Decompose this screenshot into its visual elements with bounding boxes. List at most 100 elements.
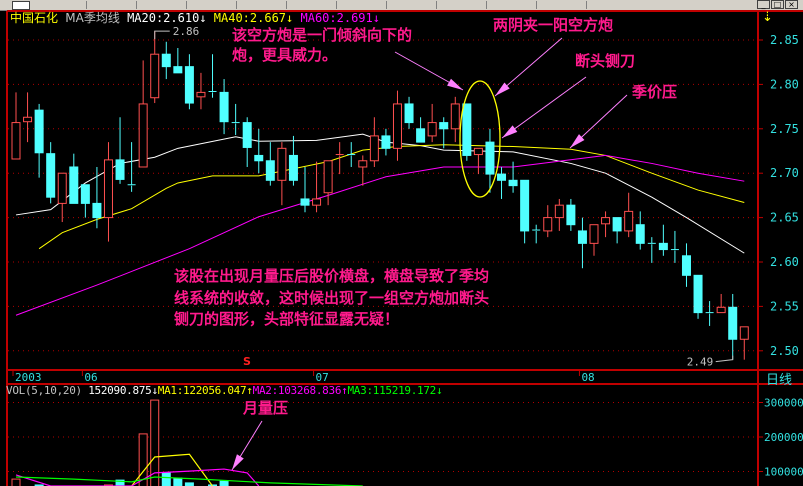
menu-item[interactable]: [160, 1, 187, 9]
volume-tick-label: 200000: [764, 431, 803, 444]
price-tick-label: 2.75: [770, 122, 799, 136]
arrow-guillotine: [501, 76, 587, 139]
candle-down: [520, 179, 530, 232]
annotation-cannon-line1: 该空方炮是一门倾斜向下的: [232, 26, 413, 44]
candle-down: [69, 166, 79, 204]
price-tick-label: 2.65: [770, 211, 799, 225]
price-tick-label: 2.60: [770, 255, 799, 269]
candle-down: [300, 198, 310, 206]
candle-up: [716, 306, 726, 314]
candle-down: [219, 91, 229, 123]
candle-up: [277, 147, 287, 181]
volume-bar: [11, 478, 21, 486]
menu-item[interactable]: [110, 1, 137, 9]
restore-button[interactable]: □: [771, 0, 784, 9]
candle-up: [739, 326, 749, 340]
candle-up: [312, 198, 322, 206]
menu-item[interactable]: [60, 1, 87, 9]
ma-line-ma40: [38, 144, 745, 250]
menu-item[interactable]: [510, 1, 537, 9]
menu-item[interactable]: [560, 1, 587, 9]
candle-down: [46, 153, 56, 198]
candle-up: [624, 210, 634, 232]
pin-icon[interactable]: ⇣: [762, 10, 773, 25]
price-tick-label: 2.70: [770, 166, 799, 180]
candle-down: [115, 159, 125, 180]
candle-down: [462, 103, 472, 156]
candle-up: [601, 217, 611, 225]
volume-tick-label: 300000: [764, 397, 803, 410]
candle-down: [612, 217, 622, 232]
minimize-button[interactable]: _: [757, 0, 770, 9]
close-button[interactable]: ×: [785, 0, 798, 9]
arrow-down-icon: ↓: [436, 384, 443, 397]
arrow-monthly-volume-head: [232, 454, 244, 470]
volume-header: VOL(5,10,20) 152090.875↓MA1:122056.047↑M…: [6, 384, 443, 398]
candle-down: [288, 154, 298, 181]
low-price-label: 2.49: [687, 356, 714, 369]
menu-item[interactable]: [310, 1, 337, 9]
candle-down: [681, 255, 691, 276]
candle-down: [439, 122, 449, 130]
volume-bar: [219, 480, 229, 486]
volume-value: 152090.875: [88, 384, 152, 397]
ma20-value: MA20:2.610: [127, 11, 200, 25]
candle-down: [254, 154, 264, 162]
volume-bar: [184, 482, 194, 486]
candle-up: [150, 53, 160, 99]
price-tick-label: 2.50: [770, 344, 799, 358]
candle-down: [92, 202, 102, 219]
vol-ma1-value: MA1:122056.047: [157, 384, 247, 397]
candle-down: [497, 173, 507, 181]
candle-down: [34, 109, 44, 154]
candle-up: [369, 135, 379, 162]
ma-line-ma60: [15, 154, 745, 316]
high-price-label: 2.86: [173, 25, 200, 38]
menu-item[interactable]: [210, 1, 237, 9]
annotation-guillotine: 断头铡刀: [575, 52, 636, 70]
candle-up: [392, 103, 402, 149]
candle-down: [80, 184, 90, 204]
candle-down: [566, 204, 576, 226]
candle-up: [11, 122, 21, 160]
menu-item[interactable]: [360, 1, 387, 9]
volume-bar: [173, 477, 183, 486]
candle-up: [358, 160, 368, 168]
date-tick-label: 2003: [15, 371, 42, 384]
candle-up: [589, 224, 599, 244]
ma40-value: MA40:2.667: [213, 11, 287, 25]
candle-up: [103, 159, 113, 219]
app-icon: [12, 1, 30, 10]
arrow-quarter-price-head: [570, 134, 585, 148]
menu-item[interactable]: [260, 1, 287, 9]
annotation-summary-line3: 铡刀的图形，头部特征显露无疑！: [174, 310, 400, 328]
arrow-down-icon: ↓: [151, 384, 158, 397]
candle-down: [658, 242, 668, 251]
candle-down: [635, 224, 645, 244]
price-tick-label: 2.85: [770, 33, 799, 47]
arrow-down-icon: ↓: [372, 11, 380, 25]
volume-ma-line-ma3: [15, 476, 363, 486]
arrow-two-yin-head: [495, 82, 510, 96]
price-header: 中国石化 MA季均线 MA20:2.610↓ MA40:2.667↓ MA60:…: [10, 11, 380, 25]
arrow-down-icon: ↓: [199, 11, 207, 25]
volume-tick-label: 100000: [764, 466, 803, 479]
candle-up: [554, 204, 564, 219]
volume-title: VOL(5,10,20): [6, 384, 82, 397]
annotation-quarter-price-pressure: 季价压: [632, 83, 678, 101]
candle-up: [450, 103, 460, 130]
candle-down: [265, 160, 275, 181]
period-label[interactable]: 日线: [766, 373, 793, 388]
menu-item[interactable]: [460, 1, 487, 9]
candle-up: [57, 172, 67, 204]
menu-item[interactable]: [410, 1, 437, 9]
candle-up: [543, 217, 553, 232]
candle-down: [161, 53, 171, 68]
volume-bar: [34, 484, 44, 486]
candle-up: [473, 147, 483, 156]
date-tick-label: 07: [316, 371, 329, 384]
ma-line-ma20: [15, 133, 745, 254]
high-leader-line: [154, 30, 170, 40]
